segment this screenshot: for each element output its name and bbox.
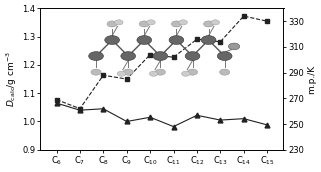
Circle shape xyxy=(185,52,200,61)
Circle shape xyxy=(182,71,190,76)
Circle shape xyxy=(201,36,216,44)
Circle shape xyxy=(229,43,240,50)
Circle shape xyxy=(89,52,103,61)
Circle shape xyxy=(115,20,123,25)
Circle shape xyxy=(171,21,182,27)
Circle shape xyxy=(153,52,168,61)
Circle shape xyxy=(220,69,230,75)
Y-axis label: $D_{\mathrm{calc}}$/g cm$^{-3}$: $D_{\mathrm{calc}}$/g cm$^{-3}$ xyxy=(5,51,19,107)
Circle shape xyxy=(121,52,135,61)
Circle shape xyxy=(117,71,126,76)
Circle shape xyxy=(217,52,232,61)
Circle shape xyxy=(211,20,220,25)
Y-axis label: m.p./K: m.p./K xyxy=(307,64,316,94)
Circle shape xyxy=(155,69,165,75)
Circle shape xyxy=(123,69,133,75)
Circle shape xyxy=(137,36,152,44)
Circle shape xyxy=(105,36,119,44)
Circle shape xyxy=(91,69,101,75)
Circle shape xyxy=(204,21,214,27)
Circle shape xyxy=(147,20,155,25)
Circle shape xyxy=(169,36,184,44)
Circle shape xyxy=(179,20,187,25)
Circle shape xyxy=(149,71,158,76)
Circle shape xyxy=(107,21,117,27)
Circle shape xyxy=(187,69,198,75)
Circle shape xyxy=(139,21,149,27)
